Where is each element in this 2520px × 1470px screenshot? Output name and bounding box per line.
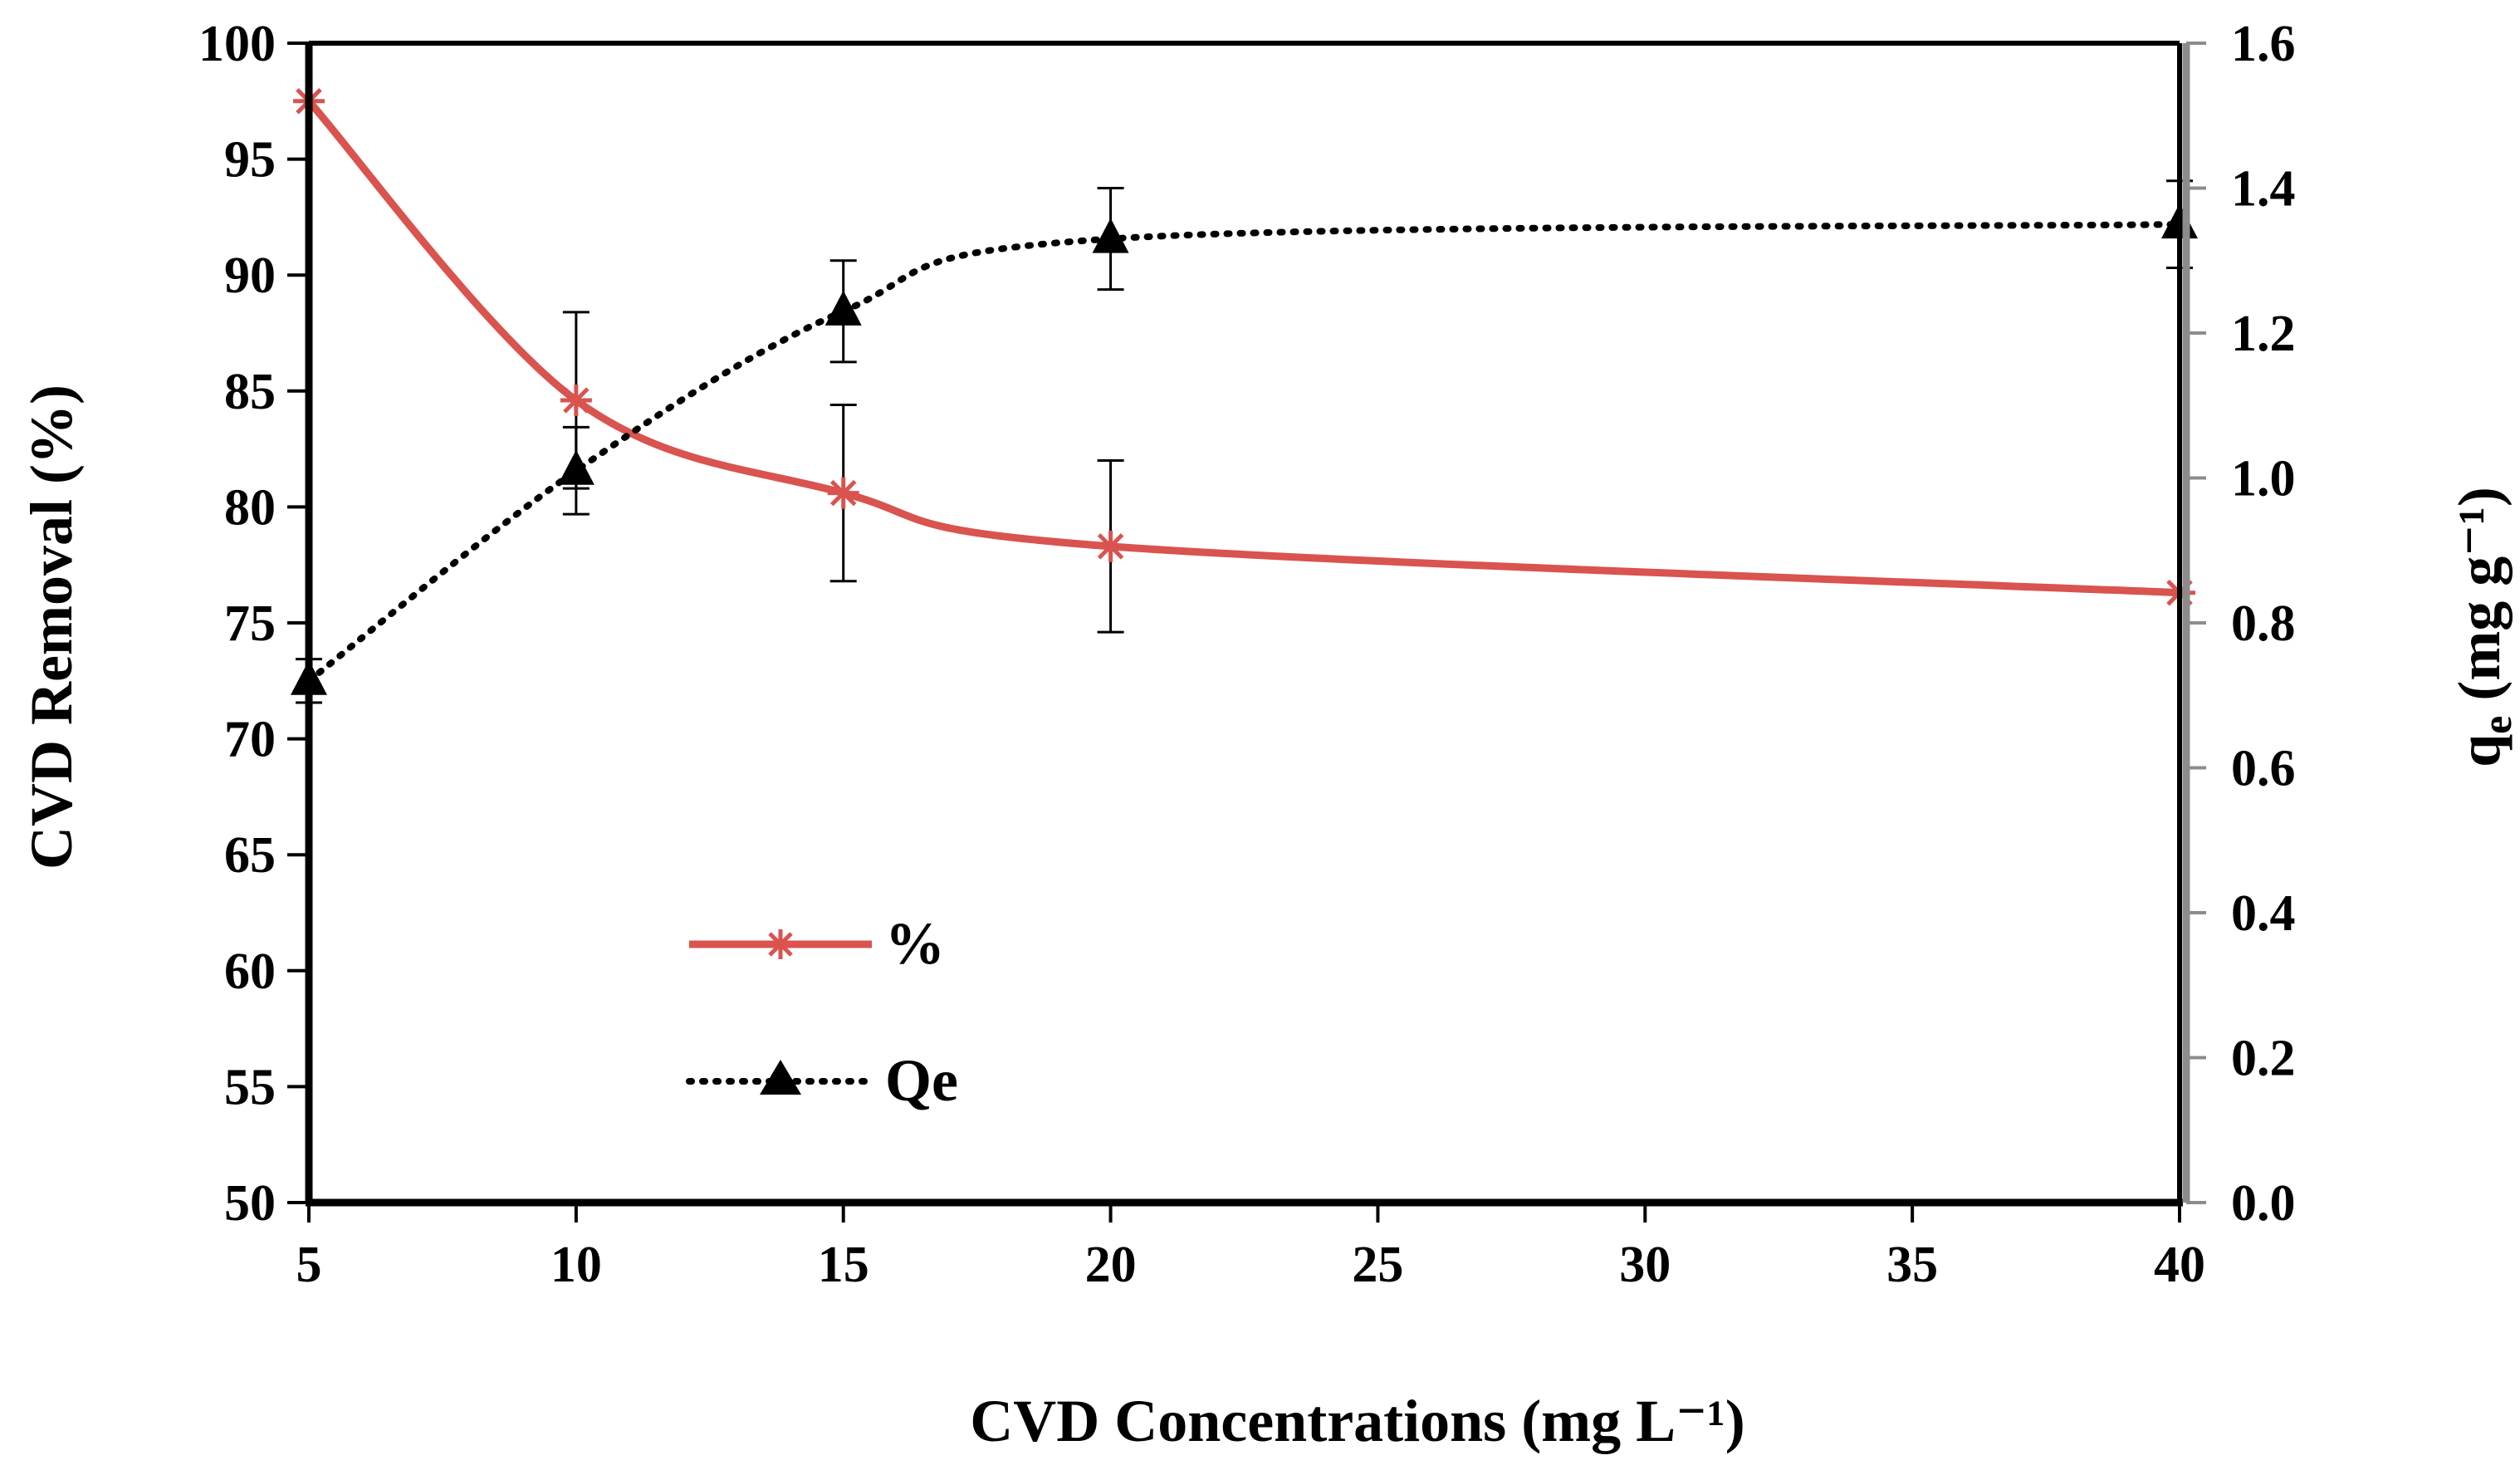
y-tick-label: 65 [224,827,276,884]
y2-tick-label: 0.8 [2231,595,2296,652]
legend-marker-percent [766,929,795,959]
legend-item-qe: Qe [686,1047,958,1114]
y-tick-label: 95 [224,132,276,189]
data-point-percent [827,477,859,509]
legend: % Qe [686,910,958,1114]
y2-tick-label: 0.2 [2231,1031,2296,1087]
x-tick-label: 40 [2154,1237,2205,1293]
y-tick-label: 70 [224,712,276,768]
series-line-qe [306,221,2183,684]
y2-tick-label: 1.4 [2231,161,2296,218]
y2-tick-label: 0.0 [2231,1175,2296,1232]
legend-label-percent: % [885,910,945,977]
series-line-percent [306,98,2180,597]
y2-axis-title: qe (mg g⁻¹) [2446,487,2520,767]
y-tick-label: 85 [224,364,276,420]
data-point-percent [1094,530,1127,562]
y2-axis-title-unit: (mg g⁻¹) [2446,487,2513,716]
y-tick-label: 100 [198,16,276,72]
x-tick-label: 25 [1352,1237,1403,1293]
x-axis-title: CVD Concentrations (mg L⁻¹) [970,1388,1745,1454]
axes [287,41,2206,1223]
data-point-qe [1092,218,1129,253]
x-tick-label: 20 [1085,1237,1137,1293]
y-tick-label: 80 [224,479,276,536]
legend-marker-qe [760,1060,801,1095]
y-axis-title: CVD Removal (%) [18,385,85,870]
x-tick-label: 30 [1619,1237,1671,1293]
y-tick-label: 75 [224,595,276,652]
data-point-percent [560,384,592,416]
series-layer [291,85,2198,704]
legend-label-qe: Qe [885,1047,958,1114]
data-point-qe [825,290,862,326]
series-percent [293,85,2195,634]
y-tick-label: 55 [224,1059,276,1115]
y2-axis-title-subscript: e [2474,716,2520,734]
legend-item-percent: % [689,910,945,977]
y-tick-label: 50 [224,1175,276,1232]
y2-tick-label: 0.6 [2231,741,2296,797]
x-tick-label: 5 [296,1237,322,1293]
x-tick-label: 10 [550,1237,602,1293]
y-tick-label: 60 [224,943,276,1000]
data-point-qe [557,449,595,485]
y2-tick-label: 0.4 [2231,885,2296,942]
y2-tick-label: 1.6 [2231,16,2296,72]
x-tick-label: 35 [1886,1237,1938,1293]
x-tick-label: 15 [818,1237,869,1293]
y2-tick-label: 1.2 [2231,306,2296,362]
y-tick-label: 90 [224,247,276,304]
y2-axis-title-base: q [2446,734,2513,767]
series-qe [291,179,2198,704]
y2-tick-label: 1.0 [2231,451,2296,507]
tick-labels: 50 55 60 65 70 75 80 85 90 95 100 0.0 0.2 0.4 0.6 0.8 1.… [198,16,2296,1293]
